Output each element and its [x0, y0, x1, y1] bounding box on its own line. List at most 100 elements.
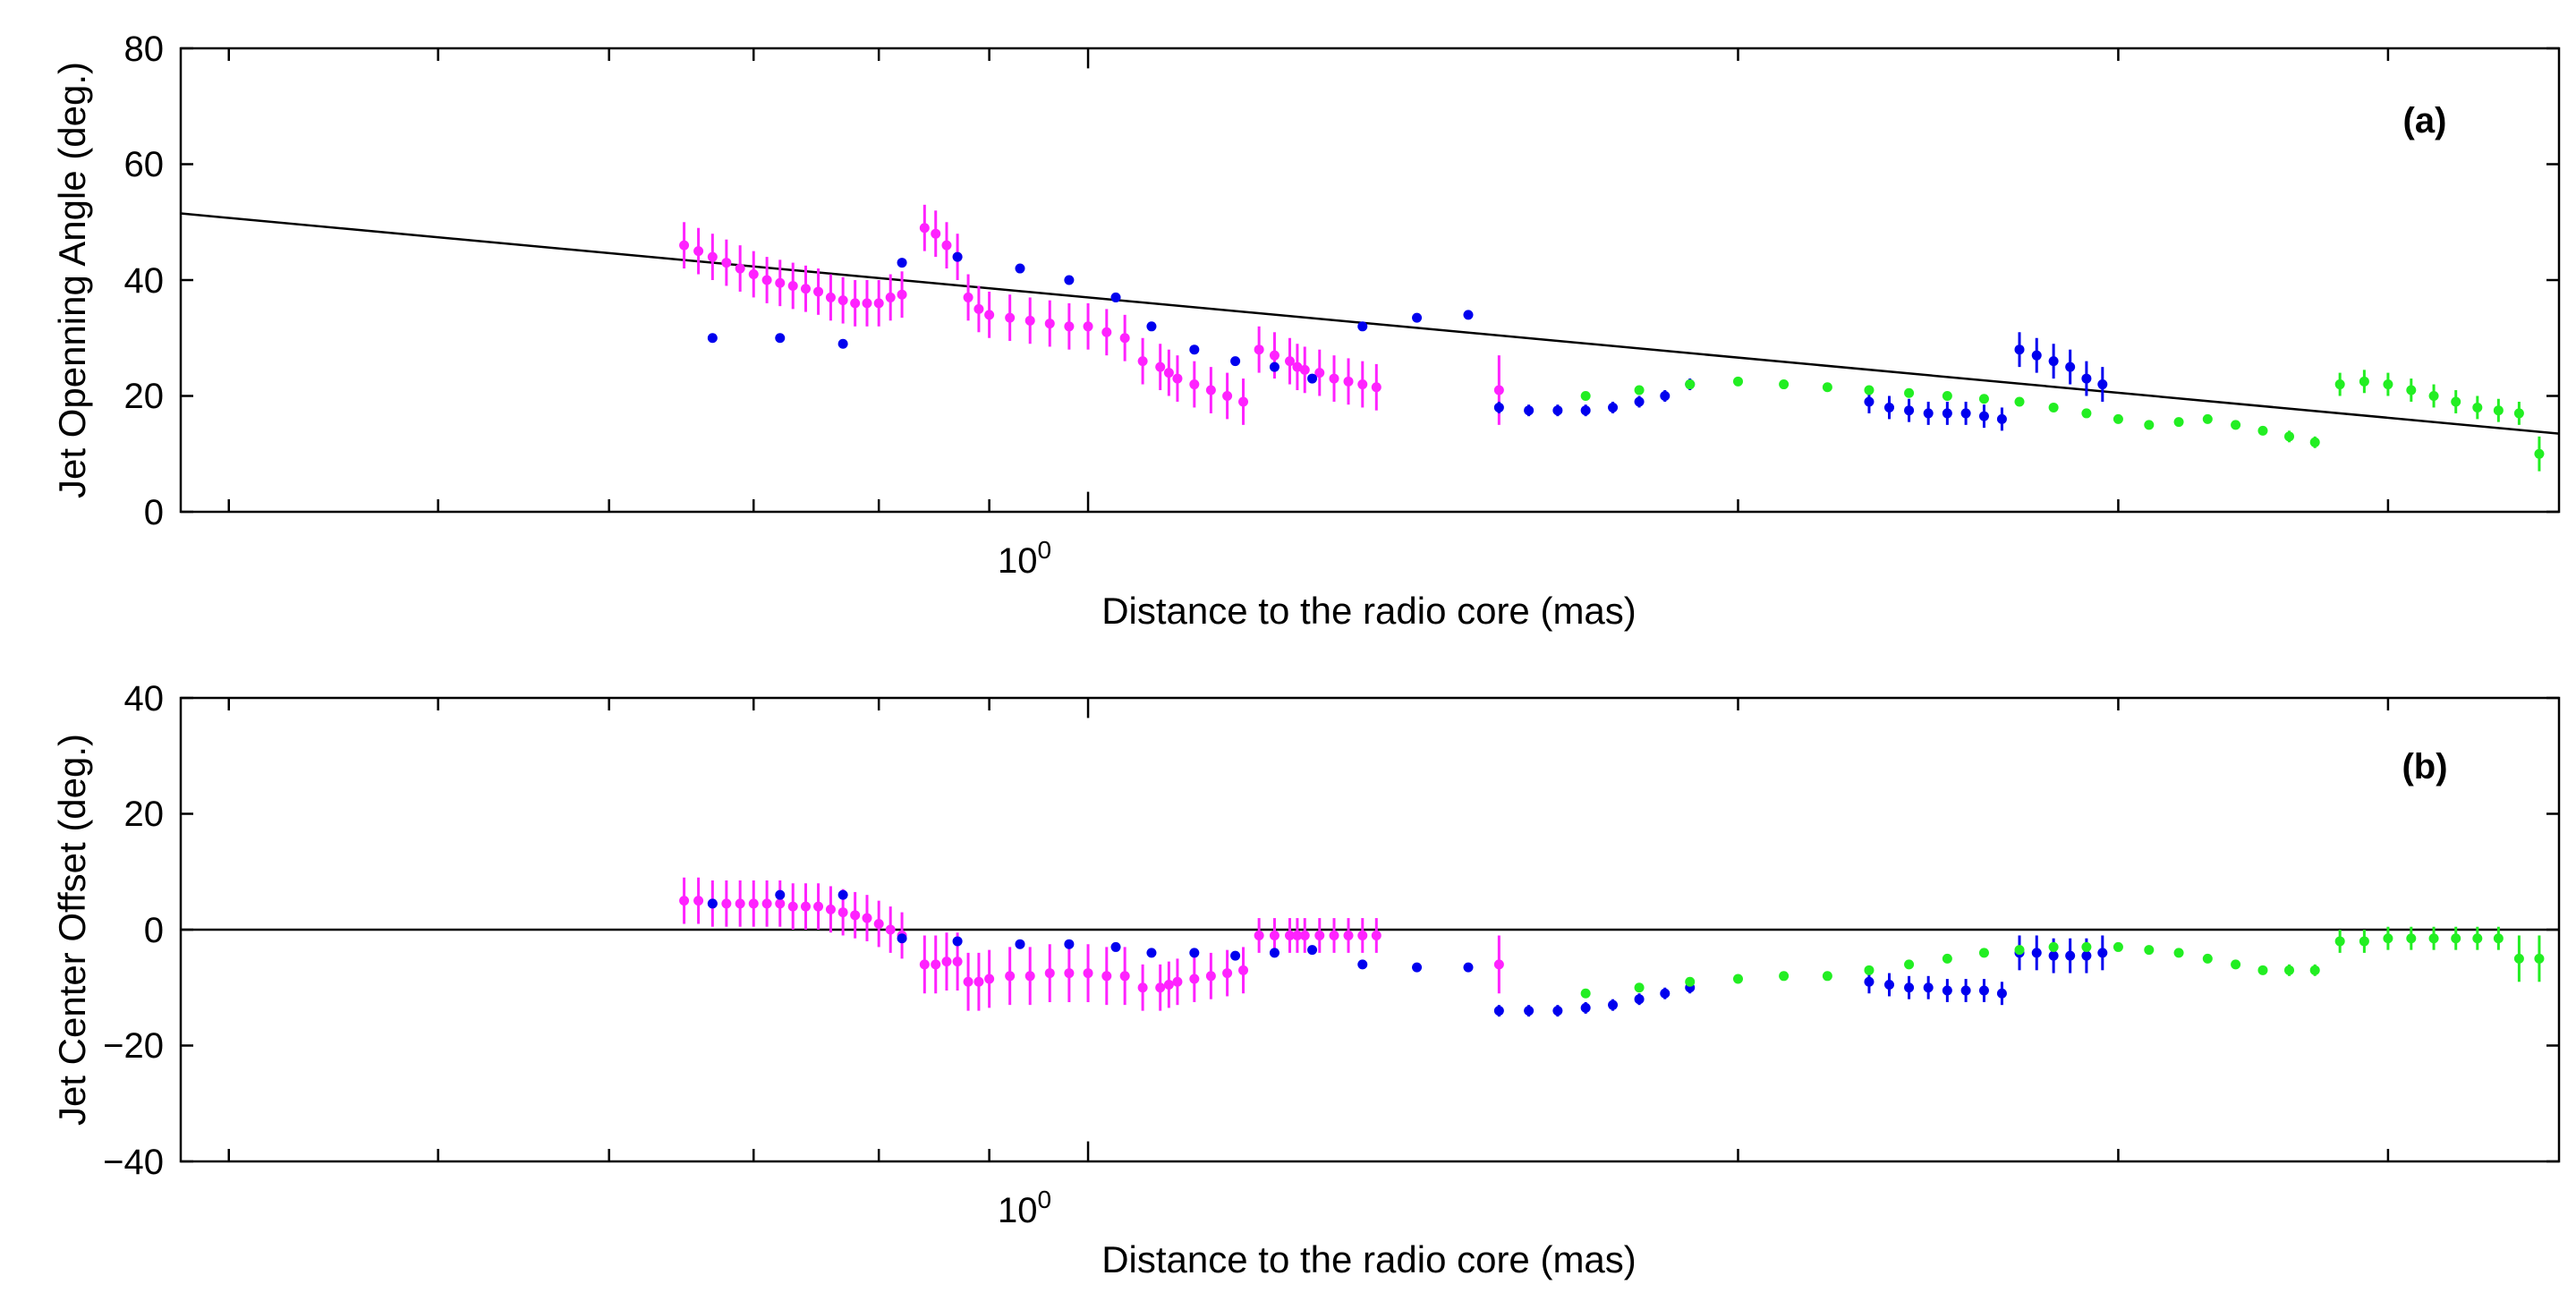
green-data-point: [2113, 941, 2123, 952]
magenta-data-point: [873, 919, 884, 930]
blue-data-point: [1884, 980, 1895, 991]
magenta-data-point: [721, 898, 732, 909]
blue-data-point: [1307, 945, 1318, 956]
blue-data-point: [1357, 959, 1368, 970]
green-data-point: [2048, 402, 2059, 412]
x-tick-base: 10: [998, 1191, 1038, 1230]
green-data-point: [1864, 385, 1875, 395]
blue-data-point: [2048, 950, 2059, 961]
blue-data-point: [2097, 948, 2108, 958]
blue-data-point: [1884, 402, 1895, 412]
green-data-point: [2173, 948, 2184, 958]
green-data-point: [2513, 408, 2524, 419]
y-axis-title: Jet Center Offset (deg.): [51, 734, 93, 1126]
magenta-data-point: [679, 896, 690, 906]
panel-b: (b) −40 −20 0 20 40 100 Distance to the …: [51, 679, 2561, 1280]
magenta-data-point: [1254, 930, 1264, 940]
blue-data-point: [1942, 985, 1952, 996]
magenta-data-point: [1357, 379, 1368, 390]
blue-data-point: [1412, 312, 1423, 323]
magenta-data-point: [1155, 982, 1166, 993]
magenta-data-point: [1044, 968, 1055, 979]
magenta-data-point: [1284, 930, 1295, 940]
magenta-data-point: [1137, 356, 1148, 367]
blue-data-point: [1552, 1006, 1563, 1016]
x-tick-base: 10: [998, 541, 1038, 581]
green-data-point: [1685, 976, 1696, 987]
panel-a-frame: [179, 47, 2561, 514]
green-data-point: [1822, 971, 1832, 982]
blue-data-point: [1960, 985, 1971, 996]
magenta-data-point: [1343, 376, 1354, 387]
blue-data-point: [1996, 988, 2007, 999]
green-data-point: [1942, 953, 1952, 964]
magenta-data-point: [1024, 971, 1035, 982]
blue-data-point: [1923, 408, 1934, 419]
y-tick-label: 40: [124, 679, 165, 719]
y-tick-label: 40: [124, 261, 165, 301]
blue-data-point: [2065, 361, 2076, 372]
x-tick-exponent: 0: [1037, 1186, 1051, 1213]
blue-data-point: [1493, 402, 1504, 412]
fit-line: [180, 212, 2560, 435]
green-data-point: [2472, 933, 2483, 944]
magenta-data-point: [735, 263, 745, 274]
magenta-data-point: [897, 289, 907, 300]
magenta-data-point: [1205, 385, 1216, 395]
magenta-data-point: [748, 898, 759, 909]
magenta-data-point: [707, 251, 718, 262]
green-data-point: [1822, 382, 1832, 393]
blue-data-point: [1978, 985, 1989, 996]
blue-data-point: [1110, 292, 1121, 302]
magenta-data-point: [679, 240, 690, 251]
magenta-data-point: [952, 957, 963, 967]
magenta-data-point: [1493, 385, 1504, 395]
y-tick-label: 60: [124, 145, 165, 184]
green-data-point: [1580, 391, 1591, 401]
x-axis-title: Distance to the radio core (mas): [1101, 590, 1637, 632]
magenta-data-point: [885, 292, 896, 302]
magenta-data-point: [761, 898, 772, 909]
green-data-point: [2202, 413, 2213, 424]
green-data-point: [2257, 965, 2268, 975]
blue-data-point: [1634, 994, 1645, 1005]
blue-data-point: [1552, 405, 1563, 416]
blue-data-point: [2014, 344, 2025, 355]
magenta-data-point: [984, 974, 995, 984]
magenta-data-point: [1314, 930, 1325, 940]
magenta-data-point: [813, 901, 824, 912]
green-data-point: [2383, 933, 2393, 944]
magenta-data-point: [931, 228, 941, 239]
green-data-point: [2493, 405, 2504, 416]
green-data-point: [2081, 408, 2092, 419]
green-data-point: [1978, 948, 1989, 958]
magenta-data-point: [941, 240, 952, 251]
panel-a: (a) 0 20 40 60 80 100 Distance to the ra…: [51, 30, 2561, 632]
green-data-point: [2014, 945, 2025, 956]
green-data-point: [2406, 385, 2417, 395]
panel-a-y-tick-labels: 0 20 40 60 80: [124, 30, 165, 532]
blue-data-point: [1923, 982, 1934, 993]
green-data-point: [2451, 933, 2461, 944]
blue-data-point: [1064, 939, 1075, 949]
blue-data-point: [775, 333, 786, 344]
magenta-data-point: [1044, 319, 1055, 329]
magenta-data-point: [1205, 971, 1216, 982]
blue-data-point: [1110, 941, 1121, 952]
blue-data-point: [1064, 275, 1075, 285]
magenta-data-point: [1163, 980, 1174, 991]
magenta-data-point: [1172, 373, 1183, 384]
magenta-data-point: [862, 298, 872, 309]
blue-data-point: [2081, 950, 2092, 961]
magenta-data-point: [873, 298, 884, 309]
magenta-data-point: [1284, 356, 1295, 367]
blue-data-point: [1996, 413, 2007, 424]
magenta-data-point: [850, 910, 861, 921]
magenta-data-point: [1299, 364, 1310, 375]
blue-data-point: [2031, 948, 2042, 958]
blue-data-point: [1904, 405, 1915, 416]
blue-data-point: [1524, 1006, 1535, 1016]
magenta-data-point: [963, 292, 973, 302]
magenta-data-point: [919, 959, 930, 970]
green-data-point: [1685, 379, 1696, 390]
